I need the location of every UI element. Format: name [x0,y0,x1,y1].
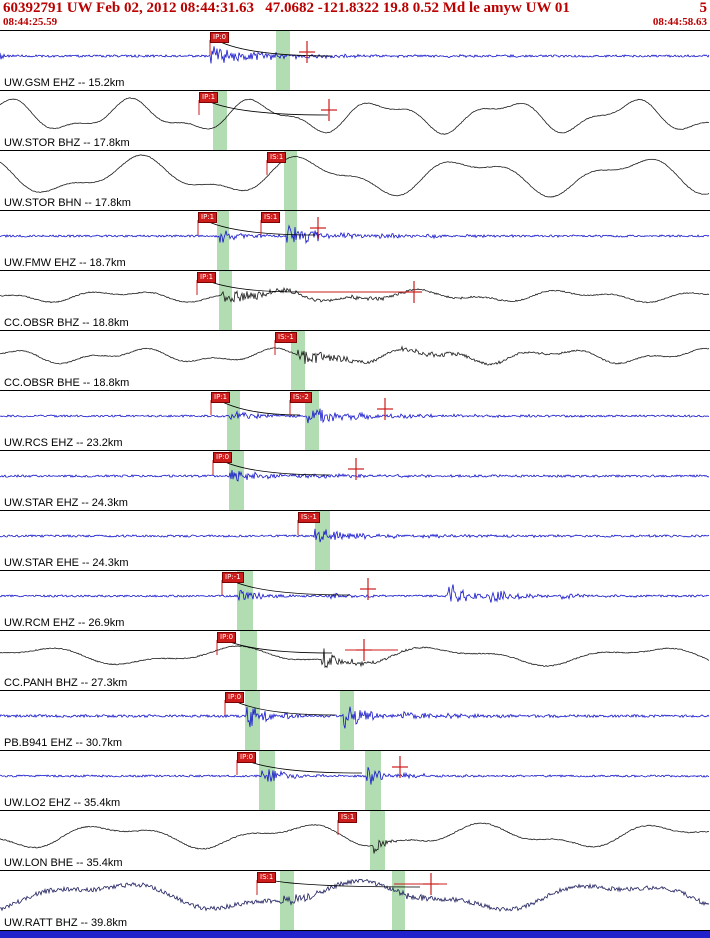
pick-flag[interactable]: IS:1 [267,152,287,163]
waveform-trace [0,154,710,198]
station-label: UW.RATT BHZ -- 39.8km [4,917,128,929]
pick-flag[interactable]: IP:0 [210,32,230,43]
trace-row-cc-panh-bhz[interactable]: IP:0 CC.PANH BHZ -- 27.3km [0,631,710,691]
waveform-trace [0,408,709,424]
station-label: UW.STAR EHE -- 24.3km [4,557,129,569]
trace-row-uw-stor-bhz[interactable]: IP:1 UW.STOR BHZ -- 17.8km [0,91,710,151]
window-start-time: 08:44:25.59 [3,16,58,28]
trace-row-uw-star-ehz[interactable]: IP:0 UW.STAR EHZ -- 24.3km [0,451,710,511]
traveltime-curve [226,577,351,596]
trace-row-uw-gsm-ehz[interactable]: IP:0 UW.GSM EHZ -- 15.2km [0,31,710,91]
event-header: 60392791 UW Feb 02, 2012 08:44:31.63 47.… [0,0,710,30]
trace-row-uw-lon-bhe[interactable]: IS:1 UW.LON BHE -- 35.4km [0,811,710,871]
pick-flag[interactable]: IP:0 [217,632,237,643]
waveform-trace [0,469,710,482]
traveltime-curve [228,697,336,716]
trace-row-uw-lo2-ehz[interactable]: IP:0 UW.LO2 EHZ -- 35.4km [0,751,710,811]
pick-flag[interactable]: IS:-2 [290,392,312,403]
predicted-arrival-band [280,871,294,930]
station-label: UW.LO2 EHZ -- 35.4km [4,797,121,809]
station-label: UW.LON BHE -- 35.4km [4,857,123,869]
pick-flag[interactable]: IP:1 [199,92,219,103]
waveform-trace [0,584,710,603]
predicted-arrival-band [285,211,297,270]
trace-row-uw-fmw-ehz[interactable]: IP:1 IS:1 UW.FMW EHZ -- 18.7km [0,211,710,271]
trace-row-uw-stor-bhn[interactable]: IS:1 UW.STOR BHN -- 17.8km [0,151,710,211]
trace-row-uw-rcs-ehz[interactable]: IP:1 IS:-2 UW.RCS EHZ -- 23.2km [0,391,710,451]
waveform-trace [0,645,710,669]
station-label: UW.RCS EHZ -- 23.2km [4,437,123,449]
pick-flag[interactable]: IS:-1 [275,332,297,343]
predicted-arrival-band [213,91,227,150]
predicted-arrival-band [237,571,253,630]
traveltime-curve [201,97,329,116]
trace-list: IP:0 UW.GSM EHZ -- 15.2km IP:1 UW.STOR BHZ … [0,30,710,931]
waveform-trace [0,767,710,785]
waveform-trace [0,46,710,64]
station-label: CC.OBSR BHE -- 18.8km [4,377,130,389]
pick-flag[interactable]: IP:0 [213,452,233,463]
pick-flag[interactable]: IS:1 [261,212,281,223]
waveform-trace [0,528,710,543]
trace-row-uw-rcm-ehz[interactable]: IP:-1 UW.RCM EHZ -- 26.9km [0,571,710,631]
waveform-trace [0,97,709,135]
waveform-trace [0,706,710,729]
waveform-trace [0,224,710,245]
pick-flag[interactable]: IS:1 [338,812,358,823]
predicted-arrival-band [392,871,405,930]
pick-flag[interactable]: IP:0 [225,692,245,703]
waveform-trace [0,878,710,912]
predicted-arrival-band [291,331,305,390]
station-label: CC.PANH BHZ -- 27.3km [4,677,128,689]
predicted-arrival-band [305,391,319,450]
station-label: PB.B941 EHZ -- 30.7km [4,737,122,749]
trace-row-uw-ratt-bhz[interactable]: IS:1 UW.RATT BHZ -- 39.8km [0,871,710,931]
trace-row-uw-star-ehe[interactable]: IS:-1 UW.STAR EHE -- 24.3km [0,511,710,571]
waveform-trace [0,287,710,304]
station-label: UW.STOR BHN -- 17.8km [4,197,131,209]
pick-flag[interactable]: IS:1 [257,872,277,883]
station-label: UW.RCM EHZ -- 26.9km [4,617,125,629]
station-label: CC.OBSR BHZ -- 18.8km [4,317,129,329]
predicted-arrival-band [370,811,385,870]
horizontal-scrollbar[interactable] [0,931,710,938]
predicted-arrival-band [227,391,240,450]
predicted-arrival-band [340,691,354,750]
waveform-trace [0,822,710,854]
predicted-arrival-band [284,151,297,210]
pick-flag[interactable]: IS:-1 [298,512,320,523]
station-label: UW.FMW EHZ -- 18.7km [4,257,126,269]
traveltime-curve [240,757,363,774]
event-title: 60392791 UW Feb 02, 2012 08:44:31.63 47.… [3,0,570,16]
pick-flag[interactable]: IP:1 [197,272,217,283]
trace-row-cc-obsr-bhe[interactable]: IS:-1 CC.OBSR BHE -- 18.8km [0,331,710,391]
predicted-arrival-band [229,451,244,510]
pick-flag[interactable]: IP:0 [237,752,257,763]
predicted-arrival-band [315,511,330,570]
trace-row-cc-obsr-bhz[interactable]: IP:1 CC.OBSR BHZ -- 18.8km [0,271,710,331]
pick-flag[interactable]: IP:1 [198,212,218,223]
trace-row-pb-b941-ehz[interactable]: IP:0 PB.B941 EHZ -- 30.7km [0,691,710,751]
predicted-arrival-band [276,31,290,90]
pick-flag[interactable]: IP:-1 [222,572,244,583]
waveform-trace [0,345,710,366]
station-label: UW.GSM EHZ -- 15.2km [4,77,125,89]
pick-flag[interactable]: IP:1 [211,392,231,403]
trace-page-number: 5 [699,0,708,16]
station-label: UW.STAR EHZ -- 24.3km [4,497,128,509]
station-label: UW.STOR BHZ -- 17.8km [4,137,130,149]
window-end-time: 08:44:58.63 [652,16,707,28]
waveform-uw-gsm-ehz[interactable] [0,31,710,90]
